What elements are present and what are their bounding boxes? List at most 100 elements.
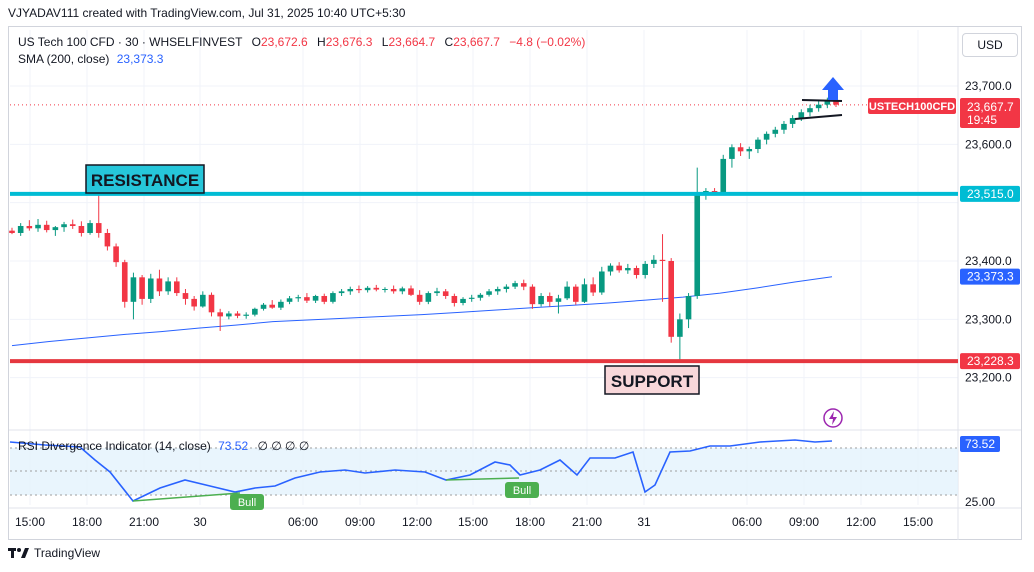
sma-label: SMA (200, close) — [18, 52, 110, 66]
candle-body — [330, 293, 336, 302]
candle-body — [321, 295, 328, 302]
resistance-label-box — [85, 164, 205, 194]
candle-body — [61, 224, 67, 228]
candle-body — [572, 286, 579, 302]
candle-body — [26, 225, 33, 229]
candle-body — [52, 227, 59, 231]
candle-body — [156, 278, 163, 292]
rsi-line — [9, 439, 833, 502]
rsi-extra: ∅ ∅ ∅ ∅ — [257, 439, 310, 453]
candle-body — [243, 314, 249, 316]
price-tick-label: 23,600.0 — [965, 137, 1012, 151]
candle-body — [486, 291, 492, 295]
candle-body — [104, 232, 111, 247]
candle-body — [113, 246, 119, 263]
candle-body — [599, 271, 605, 293]
candle-body — [35, 224, 41, 229]
price-tag-box — [960, 353, 1020, 370]
candle-body — [382, 288, 388, 290]
candle-body — [269, 304, 276, 308]
candle-body — [347, 288, 354, 292]
time-axis-label: 21:00 — [572, 515, 602, 529]
candle-body — [729, 147, 735, 159]
top-bar: VJYADAV111 created with TradingView.com,… — [0, 0, 1034, 26]
candle-body — [182, 293, 189, 299]
candle-body — [200, 294, 206, 307]
candle-body — [798, 112, 805, 119]
time-axis-label: 18:00 — [72, 515, 102, 529]
candle-body — [590, 284, 596, 293]
candle-body — [564, 286, 570, 299]
creator-text: VJYADAV111 created with TradingView.com,… — [8, 6, 406, 20]
rsi-value: 73.52 — [218, 439, 249, 453]
price-tag-box — [960, 185, 1020, 202]
time-axis-label: 18:00 — [515, 515, 545, 529]
candle-body — [356, 288, 362, 291]
candle-body — [538, 295, 544, 305]
candle-body — [494, 288, 501, 292]
time-axis-label: 06:00 — [288, 515, 318, 529]
last-price-tag-time: 19:45 — [967, 113, 997, 127]
currency-button[interactable]: USD — [962, 33, 1018, 57]
candle-body — [147, 278, 154, 299]
candle-body — [616, 265, 622, 271]
support-label: SUPPORT — [611, 372, 694, 391]
candle-body — [425, 293, 432, 302]
price-tag-value: 23,515.0 — [967, 187, 1014, 201]
rsi-value-tag-box — [960, 436, 1000, 452]
time-axis-label: 15:00 — [903, 515, 933, 529]
symbol-name: US Tech 100 CFD · 30 · WHSELFINVEST — [18, 35, 243, 49]
candle-body — [659, 259, 666, 261]
candle-body — [338, 291, 345, 294]
candle-body — [364, 287, 371, 291]
candle-body — [295, 297, 302, 299]
candle-body — [434, 291, 440, 294]
candle-body — [468, 297, 475, 299]
candle-body — [677, 319, 683, 337]
rsi-legend: RSI Divergence Indicator (14, close) 73.… — [18, 439, 309, 453]
time-axis-label: 15:00 — [15, 515, 45, 529]
candle-body — [191, 298, 197, 307]
candle-body — [694, 193, 701, 296]
chart-frame — [8, 26, 1022, 540]
candle-body — [373, 287, 380, 290]
candle-body — [807, 108, 813, 113]
candle-body — [390, 288, 397, 292]
candle-body — [69, 224, 76, 226]
candle-body — [607, 265, 614, 272]
ohlc-high: H23,676.3 — [317, 35, 373, 49]
bull-badge — [505, 482, 539, 498]
candle-body — [555, 298, 562, 302]
symbol-tag-label: USTECH100CFD — [869, 101, 955, 113]
trend-line-top — [801, 99, 843, 102]
candle-body — [43, 224, 50, 231]
sma-value: 23,373.3 — [116, 52, 164, 66]
candle-body — [746, 148, 753, 152]
rsi-value-tag: 73.52 — [965, 437, 995, 451]
candle-body — [529, 286, 536, 305]
candle-body — [824, 99, 831, 105]
time-axis-label: 30 — [193, 515, 207, 529]
price-tick-label: 23,400.0 — [965, 254, 1012, 268]
candle-body — [789, 118, 796, 124]
candle-body — [208, 294, 215, 313]
candle-body — [252, 308, 258, 315]
candle-body — [815, 104, 822, 109]
price-tick-label: 23,700.0 — [965, 79, 1012, 93]
support-label-box — [604, 365, 700, 395]
ohlc-open: O23,672.6 — [251, 35, 308, 49]
candle-body — [633, 267, 640, 275]
candle-body — [772, 129, 779, 134]
trend-line-bottom — [794, 114, 843, 120]
ohlc-low: L23,664.7 — [381, 35, 436, 49]
time-axis-label: 06:00 — [732, 515, 762, 529]
footer-brand-text: TradingView — [34, 546, 101, 560]
bull-badge-label: Bull — [513, 485, 531, 497]
symbol-tag-box — [868, 98, 956, 114]
candle-body — [442, 291, 449, 296]
footer-brand[interactable]: TradingView — [8, 546, 100, 560]
price-tick-label: 23,300.0 — [965, 312, 1012, 326]
time-axis-label: 15:00 — [458, 515, 488, 529]
time-axis-label: 12:00 — [846, 515, 876, 529]
